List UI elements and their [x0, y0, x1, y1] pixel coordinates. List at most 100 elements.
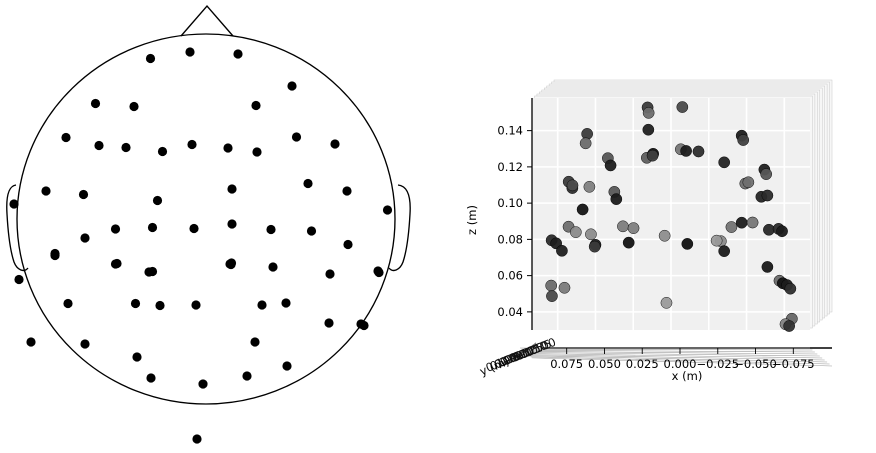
right-ear-icon [388, 184, 411, 272]
topomap-svg [6, 4, 411, 444]
sensor-dot [144, 267, 154, 277]
floor-fan-line [529, 355, 828, 363]
x-tick-label: −0.025 [696, 357, 739, 371]
sensor-dot [80, 233, 90, 243]
z-tick-label: 0.04 [497, 305, 523, 319]
x-tick-label: 0.025 [626, 357, 659, 371]
left-ear-icon [6, 184, 29, 272]
sensor-dot [291, 132, 302, 142]
scatter-point [660, 296, 673, 309]
scatter-point [569, 226, 582, 238]
sensor-dot [147, 222, 158, 233]
scatter-point [718, 156, 731, 169]
z-tick-label: 0.12 [497, 160, 523, 174]
floor-fan-line [531, 357, 833, 367]
scatter-point [725, 221, 738, 233]
sensor-dot [325, 269, 335, 279]
z-tick-label: 0.10 [497, 196, 523, 210]
sensor-dot [330, 139, 340, 149]
sensor-dot [189, 223, 199, 234]
scatter-point [627, 222, 640, 234]
sensor-dot [282, 361, 292, 371]
scatter-point [761, 189, 774, 202]
sensor-dot [110, 224, 121, 234]
scatter-point [783, 320, 795, 332]
scatter-point [680, 145, 692, 157]
sensor-dot [110, 259, 121, 269]
sensor-dot [242, 371, 252, 381]
floor-fan-line [523, 351, 818, 355]
sensor-dot [130, 298, 141, 309]
z-axis-label: z (m) [465, 205, 479, 235]
sensor-dot [50, 248, 60, 259]
scatter-point [558, 281, 571, 294]
floor-fan-line [525, 352, 820, 357]
scatter-point [610, 193, 623, 205]
sensor-dot [90, 98, 101, 109]
scatter-point [742, 176, 755, 189]
scatter3d-svg: 0.04 0.06 0.08 0.10 0.12 0.14 0.075 0.050 0.025… [465, 79, 833, 383]
floor-fan-line-left [516, 342, 537, 358]
scatter-point [576, 203, 589, 216]
sensor-dot [41, 186, 51, 196]
sensor-dot [152, 195, 163, 206]
sensor-dot [306, 226, 317, 236]
sensor-dot [157, 146, 168, 157]
floor-fan-line [521, 348, 813, 351]
floor-fan-line [530, 356, 830, 365]
scatter-point [642, 123, 655, 136]
scatter-point [588, 240, 601, 253]
sensor-dot [9, 199, 19, 209]
x-tick-label: 0.050 [588, 357, 621, 371]
scatter-point [692, 145, 705, 158]
scatter-3d-panel: 0.04 0.06 0.08 0.10 0.12 0.14 0.075 0.050 0.025… [440, 0, 876, 453]
x-tick-labels: 0.075 0.050 0.025 0.000 −0.025−0.050−0.075 [550, 348, 815, 371]
scatter-point [676, 101, 689, 113]
sensor-dot [250, 337, 260, 347]
sensor-dot [129, 101, 139, 112]
y-axis-label: y (m) [478, 354, 512, 378]
x-tick-label: −0.050 [734, 357, 777, 371]
sensor-dot [359, 320, 369, 331]
head-outline [16, 33, 396, 405]
sensor-dot [342, 186, 352, 196]
scatter-point [556, 244, 568, 257]
sensor-dot [324, 318, 334, 328]
sensor-dot-group [9, 47, 393, 444]
sensor-dot [63, 298, 73, 309]
scatter-point [718, 245, 731, 257]
sensor-dot [382, 205, 393, 215]
x-axis-label: x (m) [672, 369, 703, 383]
scatter-point [604, 159, 617, 172]
sensor-dot [227, 184, 237, 194]
sensor-dot [121, 142, 131, 153]
sensor-dot [187, 139, 197, 150]
sensor-dot [155, 300, 165, 311]
scatter-point [545, 279, 558, 292]
x-tick-label: −0.075 [772, 357, 815, 371]
sensor-dot [233, 49, 243, 59]
sensor-dot [198, 379, 208, 389]
sensor-dot [251, 100, 261, 111]
sensor-dot [257, 300, 267, 310]
sensor-dot [78, 189, 89, 200]
scatter-point [646, 149, 659, 162]
sensor-dot [227, 219, 237, 229]
scatter-point [761, 261, 774, 273]
z-tick-label: 0.08 [497, 232, 523, 246]
scatter-point [681, 238, 694, 250]
topomap-2d-panel [6, 4, 411, 444]
scatter-point [579, 137, 592, 150]
sensor-dot [191, 300, 201, 310]
z-tick-label: 0.06 [497, 269, 523, 283]
floor-fan-line [527, 354, 825, 361]
nose-triangle-icon [180, 4, 234, 37]
sensor-dot [268, 262, 278, 272]
scatter-point [746, 216, 759, 229]
z-tick-label: 0.14 [497, 124, 523, 138]
scatter-point [622, 236, 635, 249]
floor-pane-fan [501, 342, 833, 367]
sensor-dot [252, 147, 262, 157]
scatter-point [658, 229, 671, 242]
